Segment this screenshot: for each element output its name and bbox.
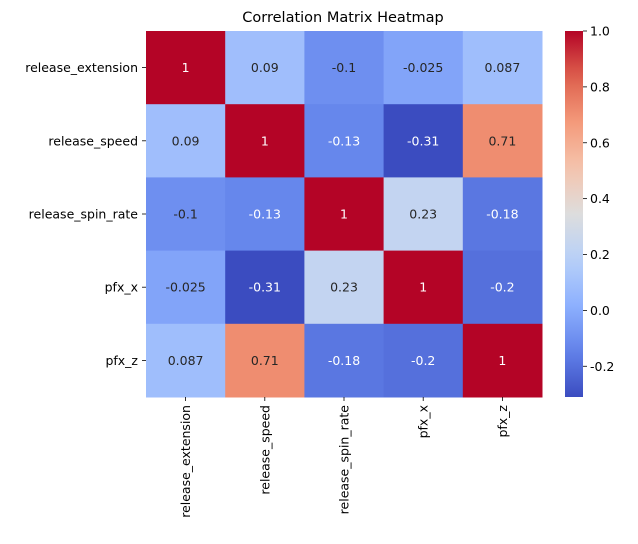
cell-value-label: -0.1 [332,60,356,75]
cell-value-label: -0.13 [328,133,360,148]
heatmap-cell [225,250,305,325]
heatmap-cell [383,177,464,252]
heatmap-cell [304,250,385,325]
cell-value-label: 0.09 [251,60,279,75]
cell-value-label: 1 [419,280,427,295]
cell-value-label: 1 [498,353,506,368]
cell-value-label: -0.31 [407,133,439,148]
cell-value-label: -0.18 [328,353,360,368]
column-tick-label: release_extension [178,405,193,518]
column-tick-labels: release_extension release_speed release_sp… [178,397,510,518]
row-tick-label: pfx_x [105,280,138,295]
cell-value-label: -0.13 [249,207,281,222]
cell-value-label: -0.1 [173,207,197,222]
colorbar-tick-label: 1.0 [590,24,610,39]
cell-value-label: -0.025 [403,60,443,75]
colorbar-tick-label: 0.6 [590,135,610,150]
colorbar-gradient [565,31,583,397]
heatmap-cell [146,177,226,252]
heatmap-cell [304,177,385,252]
cell-value-label: -0.31 [249,280,281,295]
heatmap-cell [225,177,305,252]
heatmap-cell [383,250,464,325]
colorbar-tick-label: -0.2 [590,359,614,374]
chart-title: Correlation Matrix Heatmap [242,10,443,26]
cell-value-label: -0.2 [411,353,435,368]
cell-value-label: 0.71 [251,353,279,368]
cell-value-label: -0.2 [490,280,514,295]
heatmap-cell [462,323,543,398]
heatmap-cell [225,104,305,178]
heatmap-cell [383,31,464,105]
cell-value-label: 0.09 [172,133,200,148]
heatmap-cell [146,31,226,105]
heatmap-cell [225,31,305,105]
cell-value-label: 0.23 [330,280,358,295]
cell-value-label: 0.087 [168,353,204,368]
colorbar-tick-label: 0.0 [590,303,610,318]
heatmap-cell [462,104,543,178]
column-tick-label: pfx_x [416,405,431,438]
cell-value-label: 0.71 [488,133,516,148]
cell-value-label: 0.23 [409,207,437,222]
cell-value-label: -0.025 [165,280,205,295]
column-tick-label: release_spin_rate [337,405,352,515]
row-tick-labels: release_extension release_speed release_sp… [25,60,146,368]
cell-value-label: 0.087 [485,60,521,75]
heatmap-cell [304,31,385,105]
heatmap-cell [146,250,226,325]
cell-value-label: 1 [261,133,269,148]
heatmap-cell [304,323,385,398]
row-tick-label: release_speed [48,133,138,148]
heatmap-cell [462,177,543,252]
heatmap-grid: 1 0.09 -0.1 -0.025 0.087 0.09 1 -0.13 -0.31 0.71 -… [146,31,543,398]
column-tick-label: release_speed [257,405,272,495]
heatmap-cell [383,104,464,178]
row-tick-label: release_spin_rate [29,207,139,222]
heatmap-cell [146,104,226,178]
heatmap-cell [383,323,464,398]
cell-value-label: -0.18 [486,207,518,222]
colorbar-tick-label: 0.4 [590,191,610,206]
row-tick-label: release_extension [25,60,138,75]
heatmap-cell [462,250,543,325]
heatmap-cell [225,323,305,398]
column-tick-label: pfx_z [495,405,510,438]
cell-value-label: 1 [340,207,348,222]
heatmap-cell [304,104,385,178]
colorbar-tick-label: 0.8 [590,79,610,94]
row-tick-label: pfx_z [105,353,138,368]
colorbar: 1.0 0.8 0.6 0.4 0.2 0.0 -0.2 [565,24,614,397]
heatmap-cell [462,31,543,105]
cell-value-label: 1 [182,60,190,75]
colorbar-tick-label: 0.2 [590,247,610,262]
heatmap-cell [146,323,226,398]
